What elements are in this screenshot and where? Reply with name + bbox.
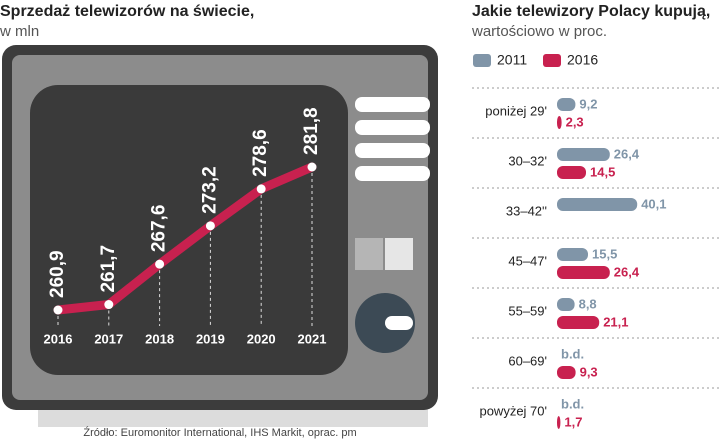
bar <box>557 416 561 429</box>
value-label: 9,2 <box>579 96 597 111</box>
bar <box>557 248 588 261</box>
legend-swatch <box>473 54 491 67</box>
tv-button <box>355 238 383 270</box>
value-label: 2,3 <box>566 114 584 129</box>
value-label: 273,2 <box>199 166 220 214</box>
bar <box>557 98 576 111</box>
x-tick-label: 2019 <box>196 331 225 346</box>
x-tick-label: 2017 <box>94 331 123 346</box>
chart-title: Jakie telewizory Polacy kupują, <box>472 3 710 20</box>
line <box>53 162 317 315</box>
tv-stand <box>38 405 428 427</box>
value-label: 267,6 <box>149 205 170 253</box>
value-label: 261,7 <box>98 245 119 293</box>
y-tick-label: 55–59' <box>508 303 547 318</box>
value-label: 278,6 <box>250 129 271 177</box>
x-tick-label: 2018 <box>145 331 174 346</box>
bar <box>557 298 575 311</box>
tv-vent <box>355 97 430 112</box>
tv-button <box>385 238 413 270</box>
value-label: 15,5 <box>592 246 617 261</box>
chart-subtitle: wartościowo w proc. <box>471 23 607 40</box>
chart-subtitle: w mln <box>0 23 39 40</box>
y-tick-label: 45–47' <box>508 253 547 268</box>
bar <box>557 148 610 161</box>
tv-vent <box>355 166 430 181</box>
value-label: 26,4 <box>614 264 640 279</box>
value-label: 9,3 <box>580 364 598 379</box>
y-tick-label: 30–32' <box>508 153 547 168</box>
bar <box>557 116 562 129</box>
value-label: b.d. <box>561 346 584 361</box>
x-tick-label: 2021 <box>298 331 327 346</box>
y-tick-label: poniżej 29' <box>485 103 547 118</box>
chart-title: Sprzedaż telewizorów na świecie, <box>0 3 254 20</box>
y-tick-label: powyżej 70' <box>479 403 547 418</box>
value-label: 281,8 <box>301 107 322 155</box>
value-label: b.d. <box>561 396 584 411</box>
bar <box>557 316 600 329</box>
value-label: 40,1 <box>641 196 666 211</box>
point <box>256 184 266 194</box>
value-label: 8,8 <box>579 296 597 311</box>
bar <box>557 198 638 211</box>
point <box>53 305 63 315</box>
source: Źródło: Euromonitor International, IHS M… <box>83 426 356 439</box>
y-tick-label: 60–69' <box>508 353 547 368</box>
bar <box>557 266 610 279</box>
value-label: 21,1 <box>603 314 628 329</box>
legend-label: 2016 <box>567 52 598 68</box>
bar <box>557 166 586 179</box>
tv-vent <box>355 120 430 135</box>
x-tick-label: 2016 <box>44 331 73 346</box>
value-label: 260,9 <box>47 250 68 298</box>
x-tick-label: 2020 <box>247 331 276 346</box>
point <box>307 162 317 172</box>
point <box>104 300 114 310</box>
tv-vent <box>355 143 430 158</box>
point <box>155 259 165 269</box>
bar <box>557 366 576 379</box>
tv-knob-handle <box>385 316 413 330</box>
point <box>205 221 215 231</box>
value-label: 1,7 <box>564 414 582 429</box>
y-tick-label: 33–42'' <box>506 203 547 218</box>
value-label: 14,5 <box>590 164 615 179</box>
value-label: 26,4 <box>614 146 640 161</box>
legend-label: 2011 <box>497 52 527 68</box>
legend-swatch <box>543 54 561 67</box>
